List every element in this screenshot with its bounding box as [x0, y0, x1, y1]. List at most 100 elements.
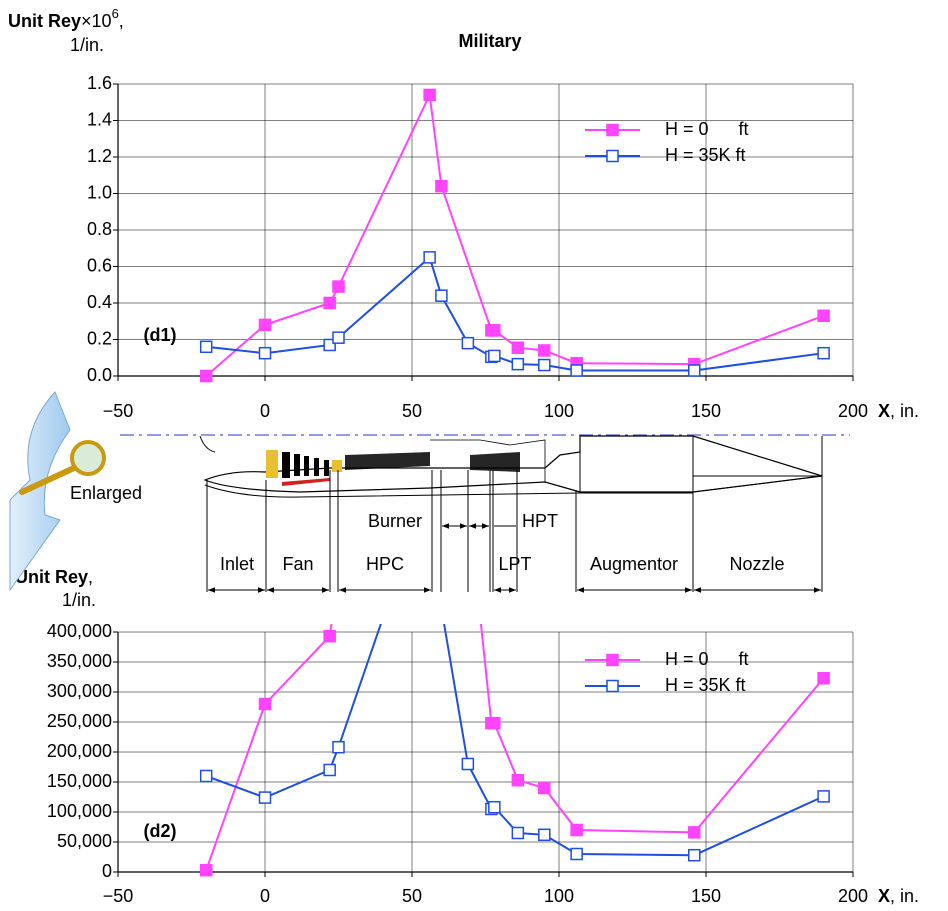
y-axis-label: Unit Rey×106,	[8, 6, 124, 30]
marker	[436, 243, 447, 254]
y-tick-label: 300,000	[47, 681, 112, 701]
x-tick-label: −50	[103, 886, 134, 906]
y-tick-label: 1.6	[87, 73, 112, 93]
marker	[199, 863, 213, 877]
section-label: Nozzle	[729, 554, 784, 574]
x-tick-label: 100	[544, 401, 574, 421]
y-tick-label: 100,000	[47, 801, 112, 821]
x-tick-label: 50	[402, 886, 422, 906]
legend-label: H = 0 ft	[665, 649, 749, 669]
marker	[488, 800, 501, 814]
marker	[258, 697, 272, 711]
marker	[511, 357, 525, 371]
marker	[424, 477, 435, 488]
y-axis-unit: 1/in.	[70, 35, 104, 55]
callout-label: Enlarged	[70, 483, 142, 503]
marker	[538, 781, 551, 795]
marker	[488, 324, 501, 337]
legend-label: H = 0 ft	[665, 119, 749, 139]
y-tick-label: 0.8	[87, 219, 112, 239]
legend-marker	[606, 149, 619, 163]
x-axis-label: X, in.	[878, 401, 919, 421]
y-axis-unit: 1/in.	[62, 590, 96, 610]
marker	[332, 740, 345, 754]
legend-label: H = 35K ft	[665, 675, 746, 695]
x-tick-label: 0	[260, 886, 270, 906]
y-tick-label: 250,000	[47, 711, 112, 731]
marker	[817, 346, 830, 360]
section-label: Augmentor	[590, 554, 678, 574]
marker	[323, 763, 336, 777]
x-axis-label: X, in.	[878, 886, 919, 906]
marker	[570, 823, 583, 837]
marker	[538, 828, 551, 842]
marker	[258, 318, 272, 332]
engine-diagram	[120, 434, 850, 498]
marker	[817, 309, 830, 323]
marker	[461, 757, 475, 771]
marker	[538, 344, 551, 357]
y-tick-label: 350,000	[47, 651, 112, 671]
marker	[538, 358, 551, 372]
y-tick-label: 50,000	[57, 831, 112, 851]
y-tick-label: 0	[102, 861, 112, 881]
y-axis-label: Unit Rey,	[15, 567, 93, 587]
x-tick-label: 0	[260, 401, 270, 421]
x-tick-label: 50	[402, 401, 422, 421]
legend-label: H = 35K ft	[665, 145, 746, 165]
section-label: Burner	[368, 511, 422, 531]
marker	[817, 671, 830, 685]
marker	[258, 791, 272, 804]
marker	[488, 716, 501, 730]
marker	[423, 251, 436, 264]
marker	[687, 364, 701, 377]
y-tick-label: 0.0	[87, 365, 112, 385]
marker	[199, 340, 213, 354]
plot-area	[199, 243, 830, 877]
panel-label: (d2)	[144, 821, 177, 841]
marker	[199, 769, 213, 783]
y-tick-label: 0.2	[87, 328, 112, 348]
marker	[436, 603, 447, 614]
x-tick-label: 200	[838, 401, 868, 421]
marker	[323, 296, 336, 310]
marker	[570, 364, 583, 377]
marker	[461, 336, 475, 350]
y-tick-label: 1.0	[87, 182, 112, 202]
legend-marker	[606, 653, 619, 667]
section-label: Fan	[282, 554, 313, 574]
marker	[687, 826, 701, 839]
y-tick-label: 1.2	[87, 146, 112, 166]
y-tick-label: 0.6	[87, 255, 112, 275]
panel-label: (d1)	[144, 325, 177, 345]
section-label: HPT	[522, 511, 558, 531]
marker	[511, 341, 525, 354]
y-tick-label: 0.4	[87, 292, 112, 312]
marker	[332, 280, 345, 293]
x-tick-label: 150	[691, 886, 721, 906]
legend-marker	[606, 679, 619, 693]
chart-title: Military	[458, 31, 521, 51]
marker	[488, 349, 501, 363]
section-lines	[206, 470, 823, 593]
x-tick-label: −50	[103, 401, 134, 421]
y-tick-label: 1.4	[87, 109, 112, 129]
marker	[423, 88, 436, 102]
marker	[323, 338, 336, 352]
marker	[687, 848, 701, 862]
section-label: Inlet	[220, 554, 254, 574]
marker	[570, 847, 583, 861]
plot-area	[199, 88, 830, 383]
marker	[258, 346, 272, 360]
marker	[199, 369, 213, 383]
x-tick-label: 100	[544, 886, 574, 906]
section-label: HPC	[366, 554, 404, 574]
x-tick-label: 200	[838, 886, 868, 906]
y-tick-label: 200,000	[47, 741, 112, 761]
marker	[817, 790, 830, 803]
legend-marker	[606, 123, 619, 137]
marker	[323, 629, 336, 643]
marker	[435, 289, 448, 302]
